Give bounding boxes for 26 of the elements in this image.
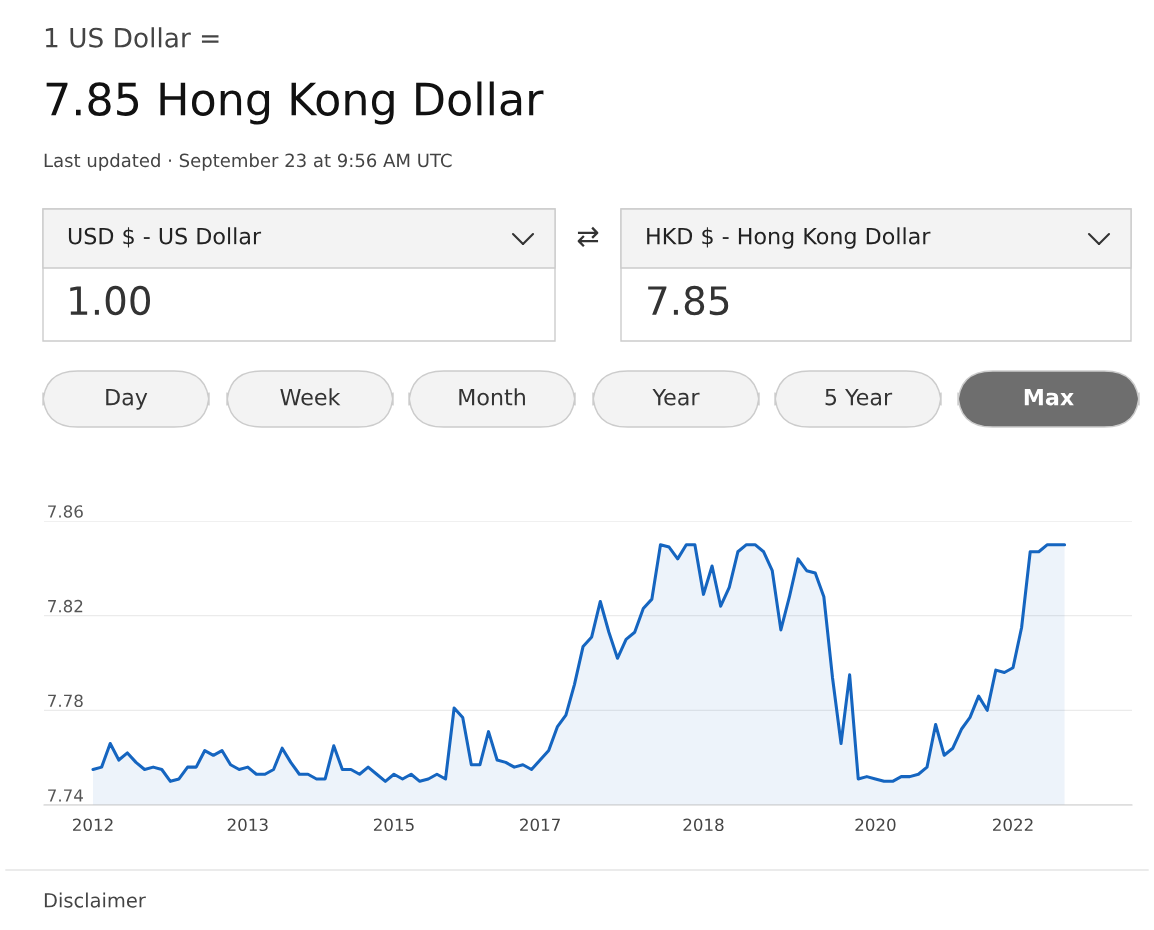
text: Last updated · September 23 at 9:56 AM UTC [44,153,452,171]
text: 5 Year [825,388,893,406]
x-tick-label: 2018 [683,818,724,832]
text: Max [1024,388,1074,406]
text: 7.85 [648,285,729,316]
chart-subtitle: 7.85 Hong Kong Dollar [46,81,544,125]
x-tick-label: 2015 [373,818,414,832]
x-tick-label: 2022 [993,818,1033,832]
text: 1.00 [70,285,151,316]
text: Week [280,388,341,406]
y-tick-label: 7.82 [48,599,83,613]
text: Disclaimer [44,892,146,908]
text: Day [106,388,148,410]
x-tick-label: 2012 [73,818,113,832]
text: Year [652,388,700,406]
text: Month [459,388,525,406]
text: USD $ - US Dollar [68,227,262,248]
x-tick-label: 2013 [227,818,268,832]
text: HKD $ - Hong Kong Dollar [647,227,931,249]
y-tick-label: 7.86 [48,505,83,518]
chart-title: 1 US Dollar = [45,27,219,48]
y-tick-label: 7.74 [48,789,83,802]
text: ⇄ [577,226,599,248]
y-tick-label: 7.78 [48,694,83,708]
x-tick-label: 2017 [520,818,560,832]
x-tick-label: 2020 [855,818,896,832]
